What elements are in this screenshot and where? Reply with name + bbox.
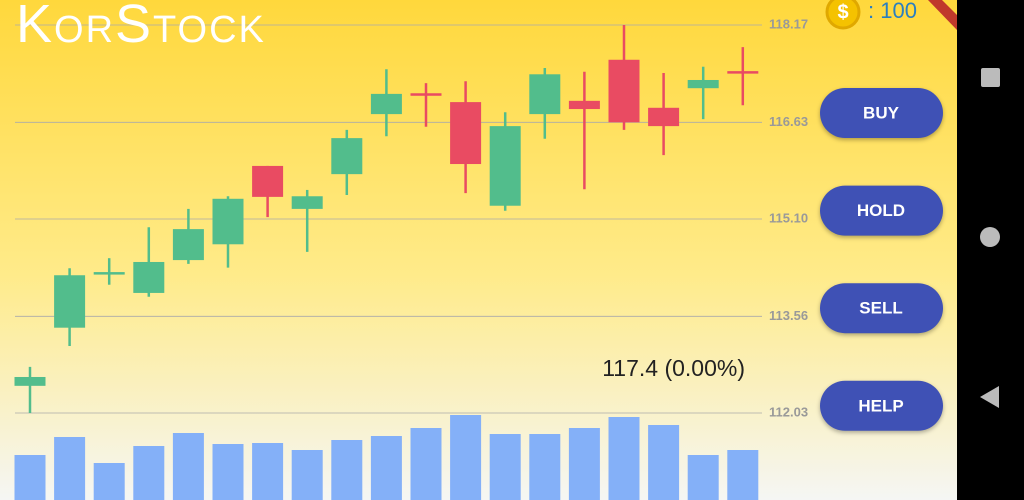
candle-body	[648, 107, 680, 127]
volume-bar	[172, 433, 204, 500]
candle-body	[172, 229, 204, 261]
volume-bar	[648, 425, 680, 500]
candle-body	[212, 198, 244, 245]
candle-body	[14, 376, 46, 386]
candle-body	[93, 272, 125, 275]
candle-body	[489, 126, 521, 206]
coin-symbol: $	[837, 1, 848, 23]
action-button[interactable]	[820, 283, 943, 334]
candle-body	[133, 261, 165, 293]
action-button[interactable]	[820, 185, 943, 236]
volume-bar	[489, 434, 521, 500]
y-tick-label: 113.56	[769, 308, 808, 323]
volume-bar	[529, 434, 561, 500]
y-tick-label: 115.10	[769, 210, 808, 225]
candle-body	[687, 79, 719, 89]
volume-bar	[331, 440, 363, 500]
volume-bar	[687, 455, 719, 500]
y-tick-label: 112.03	[769, 404, 808, 419]
volume-bar	[727, 450, 759, 500]
chart: 118.17 116.63 115.10 113.56 112.03	[14, 16, 808, 500]
volume-bar	[370, 436, 402, 500]
candle-body	[727, 71, 759, 74]
button-label: SELL	[859, 299, 902, 318]
candle-body	[608, 59, 640, 123]
button-panel: BUY HOLD SELL HELP	[820, 88, 943, 431]
volume-bar	[252, 443, 284, 500]
candle-body	[450, 102, 482, 165]
volume-bar	[410, 428, 442, 500]
coin-icon	[825, 0, 861, 30]
candle-body	[370, 93, 402, 115]
nav-home[interactable]	[980, 227, 1000, 247]
candle-body	[54, 275, 86, 328]
price-label: 117.4 (0.00%)	[602, 355, 745, 381]
button-label: HELP	[858, 396, 903, 415]
nav-recents[interactable]	[981, 68, 1000, 87]
button-label: BUY	[863, 103, 900, 122]
y-tick-label: 118.17	[769, 16, 808, 31]
volume-bar	[133, 446, 165, 500]
volume-bar	[291, 450, 323, 500]
candle-body	[252, 165, 284, 197]
candle-body	[568, 100, 600, 110]
coin-count: : 100	[868, 0, 917, 23]
nav-back[interactable]	[980, 386, 999, 408]
button-label: HOLD	[857, 201, 905, 220]
y-tick-label: 116.63	[769, 114, 808, 129]
volume-bar	[14, 455, 46, 500]
volume-bar	[450, 415, 482, 500]
corner-ribbon	[928, 0, 957, 30]
action-button[interactable]	[820, 380, 943, 431]
volume-bar	[93, 463, 125, 500]
game-title: KorStock	[16, 0, 266, 54]
volume-bar	[212, 444, 244, 500]
volume-bar	[54, 437, 86, 500]
candle-body	[529, 74, 561, 115]
action-button[interactable]	[820, 88, 943, 138]
candle-body	[410, 93, 442, 96]
volume-bar	[568, 428, 600, 500]
candle-body	[291, 196, 323, 209]
candle-body	[331, 138, 363, 175]
volume-bar	[608, 417, 640, 500]
